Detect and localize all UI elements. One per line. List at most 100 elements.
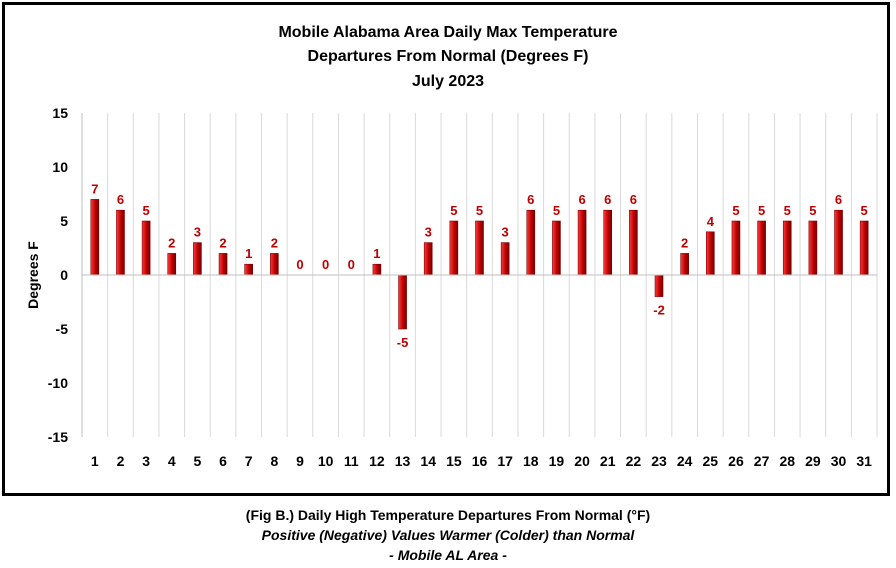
bar [757, 220, 766, 276]
y-tick-label: -5 [56, 321, 69, 337]
plot-area: 151050-5-10-1571625324352617280901001111… [48, 105, 878, 469]
bar [706, 231, 715, 276]
caption-line-2: Positive (Negative) Values Warmer (Colde… [261, 527, 635, 543]
data-label: 6 [527, 192, 534, 207]
y-tick-label: -10 [48, 375, 68, 391]
chart: Mobile Alabama Area Daily Max Temperatur… [25, 24, 878, 469]
data-label: 7 [91, 181, 98, 196]
data-label: 6 [117, 192, 124, 207]
figure-caption: (Fig B.) Daily High Temperature Departur… [0, 505, 896, 565]
x-tick-label: 3 [142, 453, 150, 469]
bar [449, 220, 459, 276]
data-label: 5 [861, 203, 868, 218]
x-tick-label: 22 [626, 453, 642, 469]
bar [372, 263, 382, 276]
data-label: 3 [425, 225, 432, 240]
data-label: 3 [502, 225, 509, 240]
bar [218, 253, 228, 276]
x-tick-label: 20 [574, 453, 590, 469]
bar [808, 220, 818, 276]
x-tick-label: 28 [779, 453, 795, 469]
x-tick-label: 16 [472, 453, 488, 469]
y-axis-title: Degrees F [25, 241, 41, 309]
bar [116, 209, 125, 276]
bar [500, 242, 510, 276]
data-label: 2 [681, 235, 688, 250]
data-label: 5 [784, 203, 791, 218]
bar [859, 220, 869, 276]
x-tick-label: 8 [270, 453, 278, 469]
x-tick-label: 27 [754, 453, 770, 469]
data-label: 2 [219, 235, 226, 250]
bar [270, 253, 279, 276]
caption-line-3: - Mobile AL Area - [389, 547, 507, 563]
x-tick-label: 23 [651, 453, 667, 469]
data-label: 5 [142, 203, 149, 218]
bar [603, 209, 613, 276]
bar [526, 209, 536, 276]
bar [167, 253, 177, 276]
data-label: 0 [348, 257, 355, 272]
x-tick-label: 4 [168, 453, 176, 469]
x-tick-label: 13 [395, 453, 411, 469]
bar [577, 209, 587, 276]
data-label: 5 [450, 203, 457, 218]
bar [834, 209, 843, 276]
y-tick-label: 10 [52, 159, 68, 175]
x-tick-label: 12 [369, 453, 385, 469]
x-tick-label: 7 [245, 453, 253, 469]
x-tick-label: 10 [318, 453, 334, 469]
bar [629, 209, 638, 276]
y-tick-label: 15 [52, 105, 68, 121]
data-label: 0 [296, 257, 303, 272]
y-tick-label: 5 [60, 213, 68, 229]
data-label: 5 [476, 203, 483, 218]
data-label: 0 [322, 257, 329, 272]
data-label: 4 [707, 214, 715, 229]
x-tick-label: 15 [446, 453, 462, 469]
x-tick-label: 25 [703, 453, 719, 469]
bar [193, 242, 202, 276]
bar [90, 199, 100, 276]
caption-line-1: (Fig B.) Daily High Temperature Departur… [245, 507, 651, 523]
bar [475, 220, 484, 276]
x-tick-label: 14 [420, 453, 436, 469]
data-label: 5 [809, 203, 816, 218]
bar [141, 220, 151, 276]
chart-title-line-3: July 2023 [412, 73, 484, 90]
bar [782, 220, 792, 276]
chart-title: Mobile Alabama Area Daily Max Temperatur… [278, 24, 617, 90]
bar [680, 253, 689, 276]
data-label: 1 [373, 246, 380, 261]
bar [244, 263, 253, 276]
data-label: 5 [553, 203, 560, 218]
data-label: -2 [653, 303, 665, 318]
data-label: 5 [758, 203, 765, 218]
bar [654, 274, 664, 297]
x-tick-label: 9 [296, 453, 304, 469]
x-tick-label: 19 [549, 453, 565, 469]
x-tick-label: 5 [194, 453, 202, 469]
x-tick-label: 1 [91, 453, 99, 469]
x-tick-label: 6 [219, 453, 227, 469]
x-tick-label: 26 [728, 453, 744, 469]
data-label: 1 [245, 246, 252, 261]
x-tick-label: 11 [344, 453, 359, 469]
data-label: 6 [835, 192, 842, 207]
x-tick-label: 21 [600, 453, 616, 469]
data-label: 5 [732, 203, 739, 218]
bar [731, 220, 741, 276]
x-tick-label: 31 [856, 453, 872, 469]
y-tick-label: -15 [48, 429, 68, 445]
x-tick-label: 30 [831, 453, 847, 469]
x-tick-label: 17 [497, 453, 513, 469]
chart-title-line-2: Departures From Normal (Degrees F) [308, 48, 589, 65]
data-label: 6 [578, 192, 585, 207]
x-tick-label: 29 [805, 453, 821, 469]
data-label: 6 [630, 192, 637, 207]
data-label: 2 [271, 235, 278, 250]
x-tick-label: 18 [523, 453, 539, 469]
bar [552, 220, 561, 276]
chart-title-line-1: Mobile Alabama Area Daily Max Temperatur… [278, 24, 617, 41]
x-tick-label: 24 [677, 453, 693, 469]
